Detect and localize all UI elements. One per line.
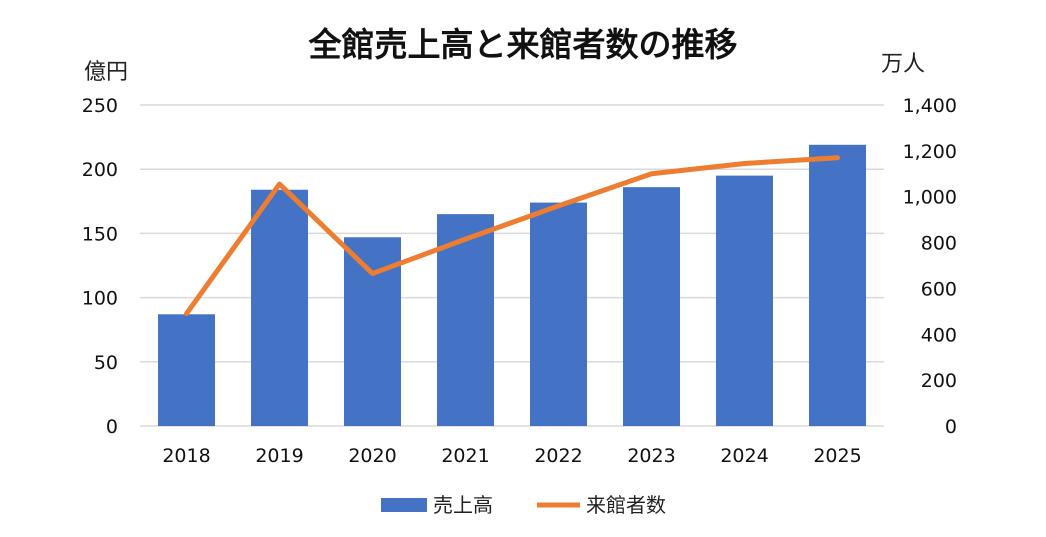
right-tick-label: 800 — [921, 233, 957, 255]
right-tick-label: 0 — [945, 416, 957, 438]
right-tick-label: 200 — [921, 370, 957, 392]
right-tick-label: 400 — [921, 324, 957, 346]
sales-bar — [251, 189, 308, 426]
left-tick-label: 150 — [82, 223, 118, 245]
right-axis-ticks: 0 200 400 600 800 1,000 1,200 1,400 — [903, 95, 957, 438]
left-tick-label: 50 — [94, 352, 118, 374]
left-axis-unit: 億円 — [84, 60, 128, 85]
visitor-line-path — [184, 155, 840, 317]
x-tick-label: 2018 — [162, 445, 210, 467]
x-tick-label: 2025 — [813, 445, 861, 467]
chart-title: 全館売上高と来館者数の推移 — [308, 25, 738, 64]
right-tick-label: 600 — [921, 278, 957, 300]
legend-sales-label: 売上高 — [433, 493, 493, 517]
x-tick-label: 2020 — [348, 445, 396, 467]
x-axis-ticks: 2018 2019 2020 2021 2022 2023 2024 2025 — [162, 445, 861, 467]
x-tick-label: 2021 — [441, 445, 489, 467]
sales-bar — [623, 187, 680, 426]
x-tick-label: 2023 — [627, 445, 675, 467]
visitor-line — [184, 155, 840, 317]
legend-sales-swatch — [381, 498, 427, 512]
sales-bars — [158, 144, 866, 426]
right-axis-unit: 万人 — [881, 52, 925, 77]
sales-bar — [530, 202, 587, 426]
left-tick-label: 250 — [82, 95, 118, 117]
legend-visitors-label: 来館者数 — [586, 493, 666, 517]
x-tick-label: 2019 — [255, 445, 303, 467]
legend: 売上高 来館者数 — [381, 493, 666, 517]
x-tick-label: 2024 — [720, 445, 768, 467]
left-axis-ticks: 0 50 100 150 200 250 — [82, 95, 118, 438]
sales-bar — [716, 175, 773, 426]
x-tick-label: 2022 — [534, 445, 582, 467]
left-tick-label: 200 — [82, 159, 118, 181]
sales-bar — [158, 314, 215, 426]
sales-bar — [809, 144, 866, 426]
left-tick-label: 100 — [82, 288, 118, 310]
right-tick-label: 1,000 — [903, 187, 957, 209]
left-tick-label: 0 — [106, 416, 118, 438]
right-tick-label: 1,400 — [903, 95, 957, 117]
sales-bar — [437, 214, 494, 426]
right-tick-label: 1,200 — [903, 141, 957, 163]
